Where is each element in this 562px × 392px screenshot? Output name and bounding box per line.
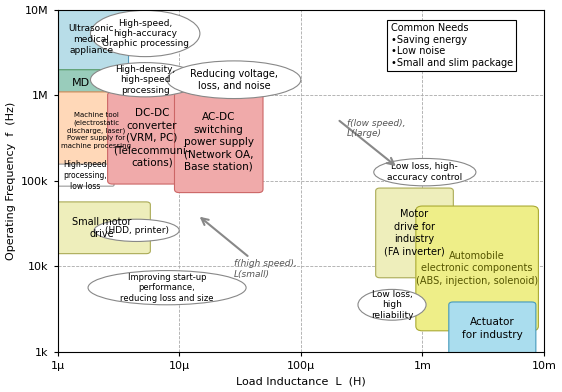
Text: Motor
drive for
industry
(FA inverter): Motor drive for industry (FA inverter) xyxy=(384,209,445,256)
FancyBboxPatch shape xyxy=(56,70,106,96)
Text: High-speed,
high-accuracy
Graphic processing: High-speed, high-accuracy Graphic proces… xyxy=(102,18,189,49)
Text: High-density,
high-speed
processing: High-density, high-speed processing xyxy=(115,65,175,94)
Text: Low loss, high-
accuracy control: Low loss, high- accuracy control xyxy=(387,162,463,182)
FancyBboxPatch shape xyxy=(174,92,263,192)
Text: Automobile
electronic components
(ABS, injection, solenoid): Automobile electronic components (ABS, i… xyxy=(416,251,538,286)
Text: Common Needs
•Saving energy
•Low noise
•Small and slim package: Common Needs •Saving energy •Low noise •… xyxy=(391,23,513,68)
FancyBboxPatch shape xyxy=(416,206,538,331)
FancyBboxPatch shape xyxy=(107,92,196,184)
Ellipse shape xyxy=(167,61,301,98)
Text: Ultrasonic
medical
appliance: Ultrasonic medical appliance xyxy=(69,24,114,55)
Text: Reducing voltage,
loss, and noise: Reducing voltage, loss, and noise xyxy=(190,69,278,91)
Ellipse shape xyxy=(88,270,246,305)
Ellipse shape xyxy=(358,289,426,320)
Text: Actuator
for industry: Actuator for industry xyxy=(462,317,523,339)
Ellipse shape xyxy=(374,158,476,186)
FancyBboxPatch shape xyxy=(56,164,114,186)
X-axis label: Load Inductance  L  (H): Load Inductance L (H) xyxy=(236,376,366,387)
Text: (HDD, printer): (HDD, printer) xyxy=(105,226,169,235)
FancyBboxPatch shape xyxy=(53,7,129,72)
FancyBboxPatch shape xyxy=(449,302,536,355)
Text: f(high speed),
L(small): f(high speed), L(small) xyxy=(234,260,297,279)
Text: High-speed
processing,
low loss: High-speed processing, low loss xyxy=(63,160,107,191)
Text: Low loss,
high
reliability: Low loss, high reliability xyxy=(371,290,413,320)
Y-axis label: Operating Frequency  f  (Hz): Operating Frequency f (Hz) xyxy=(6,102,16,260)
FancyBboxPatch shape xyxy=(54,202,151,254)
Text: Machine tool
(electrostatic
discharge, laser)
Power supply for
machine processin: Machine tool (electrostatic discharge, l… xyxy=(61,112,131,149)
Text: Small motor
drive: Small motor drive xyxy=(72,216,132,239)
FancyBboxPatch shape xyxy=(53,92,139,169)
Text: f(low speed),
L(large): f(low speed), L(large) xyxy=(347,119,406,138)
FancyBboxPatch shape xyxy=(376,188,454,278)
Text: MD: MD xyxy=(72,78,90,88)
Ellipse shape xyxy=(90,11,200,56)
Ellipse shape xyxy=(94,219,179,241)
Ellipse shape xyxy=(90,63,200,97)
Text: AC-DC
switching
power supply
(Network OA,
Base station): AC-DC switching power supply (Network OA… xyxy=(184,113,254,172)
Text: Improving start-up
performance,
reducing loss and size: Improving start-up performance, reducing… xyxy=(120,273,214,303)
Text: DC-DC
converter
(VRM, PC)
(Telecommuni-
cations): DC-DC converter (VRM, PC) (Telecommuni- … xyxy=(114,108,190,168)
